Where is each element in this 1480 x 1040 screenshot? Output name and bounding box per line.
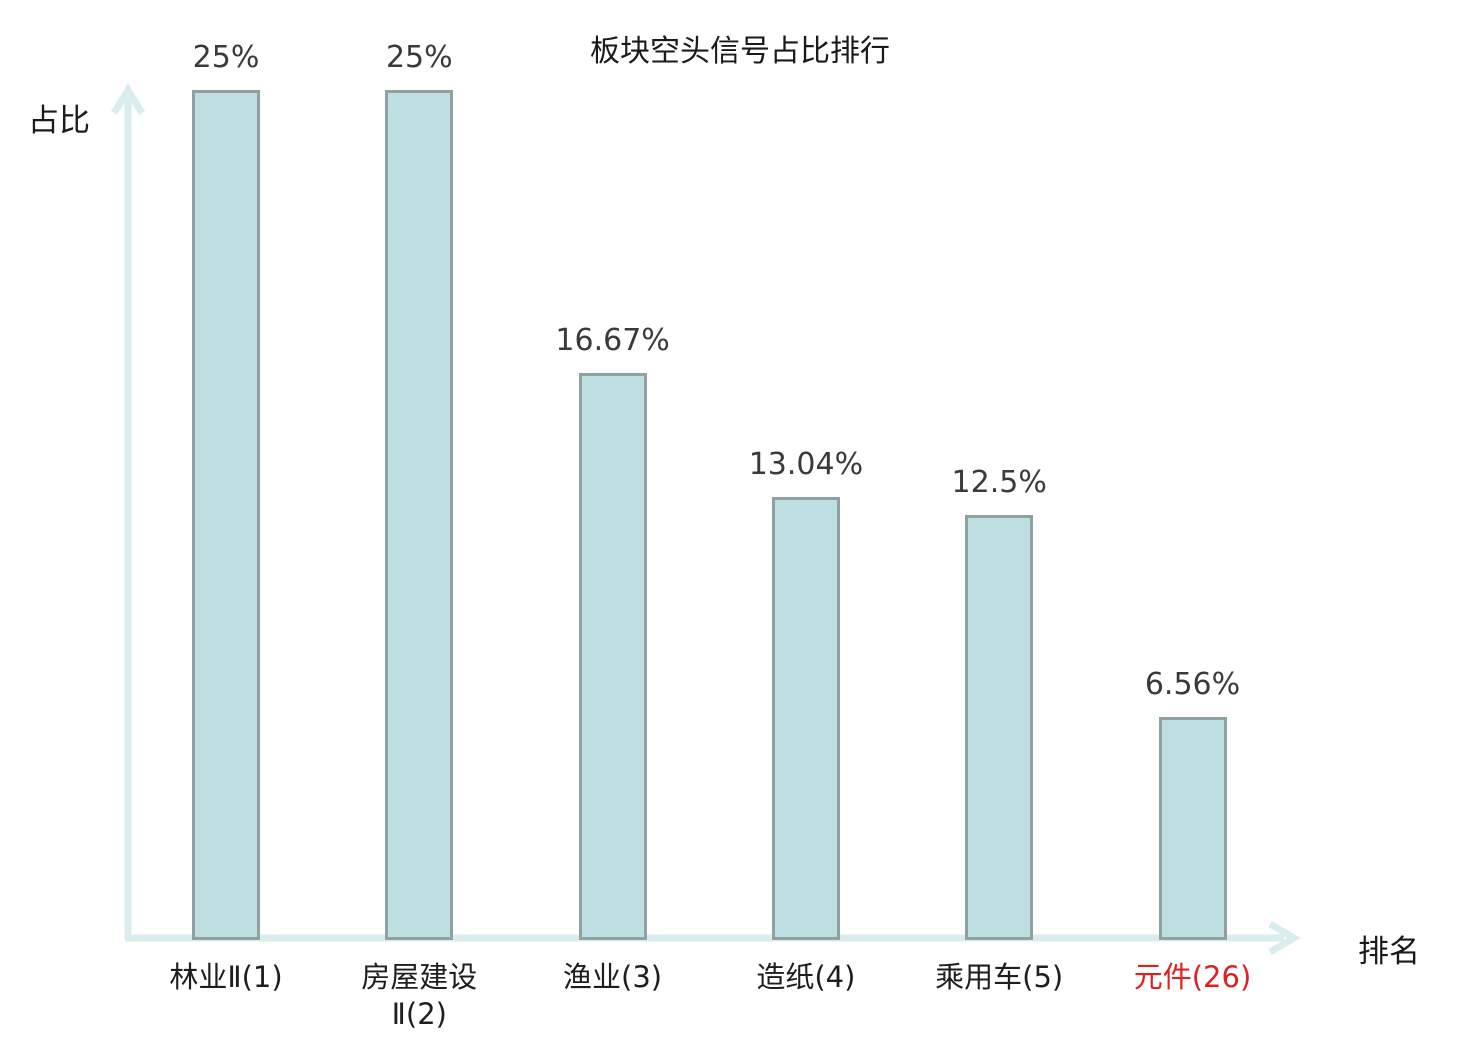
bar-value-label: 6.56% <box>1144 666 1241 702</box>
bar <box>1158 716 1227 940</box>
bar <box>965 515 1034 940</box>
x-axis-title: 排名 <box>1358 934 1420 970</box>
bar-category-label: 乘用车(5) <box>935 960 1064 994</box>
bar <box>578 373 647 940</box>
bar-value-label: 25% <box>385 40 453 75</box>
bar-value-label: 25% <box>192 40 260 75</box>
bar-category-label: 房屋建设 Ⅱ(2) <box>361 960 478 1031</box>
x-axis-arrow-icon <box>1268 920 1301 956</box>
bar <box>192 90 260 940</box>
bar-category-label: 元件(26) <box>1133 960 1252 994</box>
bar <box>771 496 840 940</box>
y-axis-line <box>111 83 145 940</box>
y-axis-arrow-icon <box>111 83 145 115</box>
bar-value-label: 16.67% <box>555 323 670 359</box>
chart-title: 板块空头信号占比排行 <box>590 34 890 69</box>
y-axis-title: 占比 <box>28 103 90 139</box>
bar-value-label: 12.5% <box>951 465 1047 500</box>
bar <box>385 90 454 940</box>
bar-value-label: 13.04% <box>748 446 864 482</box>
bar-category-label: 林业Ⅱ(1) <box>169 960 283 994</box>
x-axis-line <box>125 920 1301 956</box>
bar-category-label: 造纸(4) <box>756 960 856 994</box>
bar-category-label: 渔业(3) <box>563 960 663 994</box>
